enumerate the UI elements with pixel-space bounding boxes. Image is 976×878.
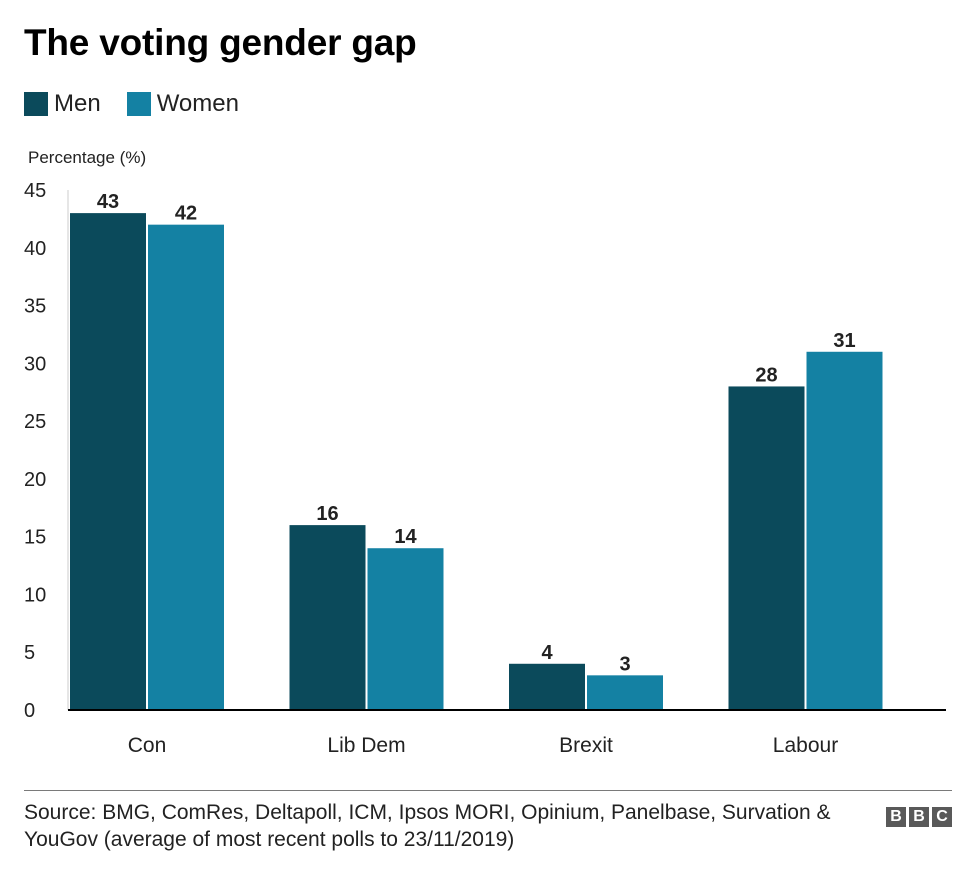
- bar-women-labour: [806, 351, 883, 710]
- footer-divider: [24, 790, 952, 791]
- y-tick-label: 30: [24, 353, 46, 375]
- x-tick-label: Con: [128, 734, 167, 757]
- legend-item-women: Women: [126, 90, 239, 118]
- bbc-logo-letter-1: B: [886, 807, 906, 827]
- data-label: 42: [175, 203, 197, 225]
- bar-men-brexit: [509, 663, 585, 710]
- y-tick-label: 45: [24, 180, 46, 202]
- data-label: 14: [394, 526, 417, 548]
- bbc-logo-letter-2: B: [909, 807, 929, 827]
- bbc-logo: B B C: [886, 807, 952, 827]
- y-tick-label: 35: [24, 296, 46, 318]
- bar-women-lib-dem: [367, 548, 444, 710]
- bbc-logo-letter-3: C: [932, 807, 952, 827]
- chart-title: The voting gender gap: [24, 22, 417, 63]
- data-label: 3: [619, 653, 630, 675]
- source-note: Source: BMG, ComRes, Deltapoll, ICM, Ips…: [24, 801, 831, 851]
- legend: Men Women: [24, 90, 265, 118]
- y-tick-label: 40: [24, 238, 46, 260]
- y-tick-label: 25: [24, 411, 46, 433]
- bar-women-brexit: [587, 675, 663, 710]
- y-tick-label: 5: [24, 642, 35, 664]
- bar-men-lib-dem: [289, 525, 366, 710]
- bar-chart: Percentage (%)0510152025303540454342Con1…: [24, 148, 946, 757]
- legend-swatch-women: [126, 92, 151, 116]
- y-tick-label: 0: [24, 700, 35, 722]
- data-label: 31: [833, 330, 855, 352]
- legend-label-men: Men: [54, 90, 101, 117]
- data-label: 28: [755, 364, 777, 386]
- data-label: 43: [97, 191, 119, 213]
- data-label: 16: [316, 503, 338, 525]
- x-tick-label: Lib Dem: [327, 734, 405, 757]
- y-tick-label: 10: [24, 584, 46, 606]
- bar-men-con: [70, 213, 146, 710]
- bar-women-con: [148, 224, 224, 710]
- bar-men-labour: [728, 386, 805, 710]
- y-axis-label: Percentage (%): [28, 148, 146, 167]
- legend-item-men: Men: [24, 90, 101, 118]
- x-tick-label: Labour: [773, 734, 838, 757]
- x-tick-label: Brexit: [559, 734, 613, 757]
- y-tick-label: 15: [24, 527, 46, 549]
- legend-swatch-men: [24, 92, 48, 116]
- legend-label-women: Women: [156, 90, 239, 117]
- y-tick-label: 20: [24, 469, 46, 491]
- data-label: 4: [541, 642, 553, 664]
